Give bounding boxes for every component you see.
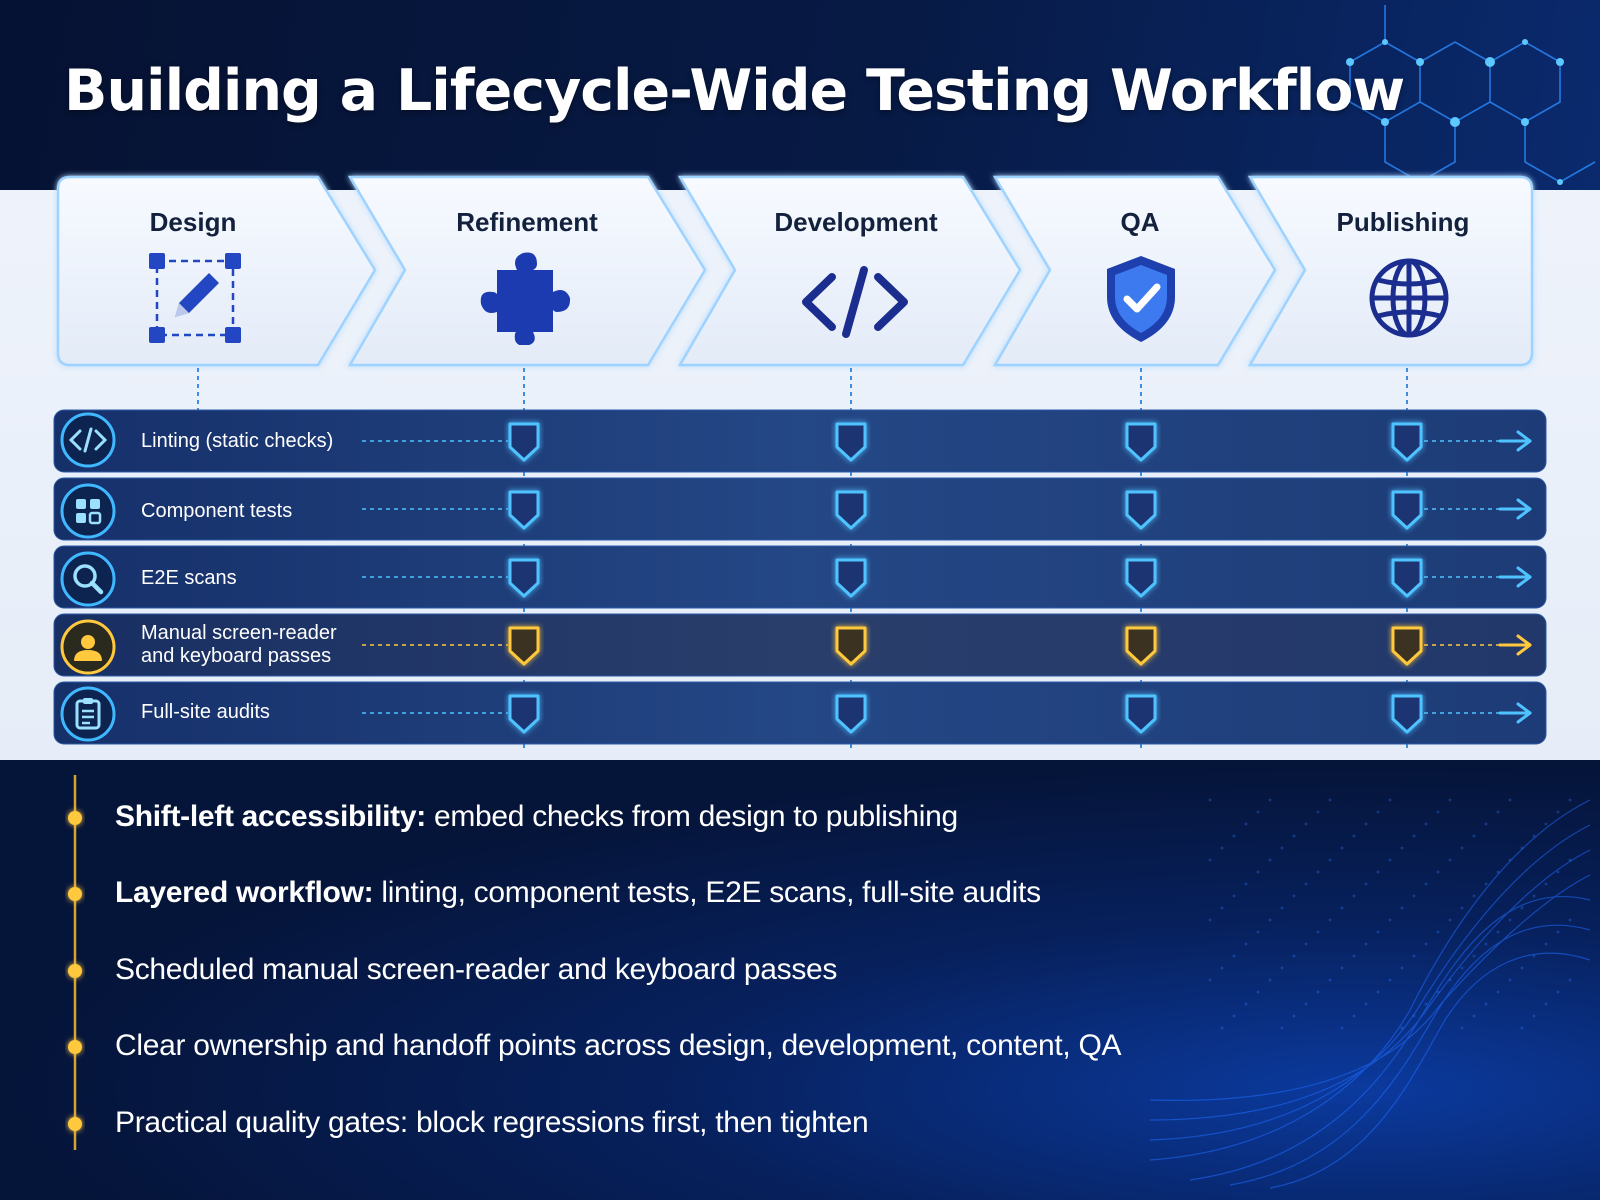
stage-label-design: Design (149, 207, 237, 237)
quality-gate-icon (835, 558, 867, 598)
shield-check-icon (1107, 256, 1175, 342)
row-label-e2e-scans: E2E scans (141, 567, 237, 589)
workflow-pipeline (53, 175, 1547, 748)
quality-gate-icon (508, 694, 540, 734)
quality-gate-icon (1125, 490, 1157, 530)
quality-gate-icon (1391, 626, 1423, 666)
test-row (53, 477, 1547, 541)
row-label-linting: Linting (static checks) (141, 430, 334, 452)
bullet-2: Layered workflow: linting, component tes… (115, 876, 1041, 909)
bullet-3: Scheduled manual screen-reader and keybo… (115, 953, 838, 986)
page-title: Building a Lifecycle-Wide Testing Workfl… (64, 58, 1405, 124)
quality-gate-icon (1125, 626, 1157, 666)
stage-label-refinement: Refinement (456, 207, 598, 237)
test-row (53, 613, 1547, 677)
quality-gate-icon (508, 558, 540, 598)
bullets-background (0, 760, 1600, 1200)
quality-gate-icon (508, 422, 540, 462)
row-icon-code-icon (60, 412, 116, 468)
row-icon-clipboard-icon (60, 686, 116, 742)
bullet-4: Clear ownership and handoff points acros… (115, 1029, 1122, 1062)
stage-chevron-design (56, 175, 377, 367)
test-row (53, 409, 1547, 473)
row-icon-magnifier-icon (60, 551, 116, 607)
test-row (53, 545, 1547, 609)
code-icon (802, 266, 908, 338)
row-label-full-site-audits: Full-site audits (141, 701, 270, 723)
quality-gate-icon (835, 626, 867, 666)
quality-gate-icon (1391, 422, 1423, 462)
stage-chevron-development (677, 175, 1022, 367)
quality-gate-icon (1125, 422, 1157, 462)
quality-gate-icon (508, 490, 540, 530)
wave-decoration (1150, 798, 1590, 1189)
quality-gate-icon (1391, 558, 1423, 598)
puzzle-icon (480, 252, 571, 345)
quality-gate-icon (1125, 558, 1157, 598)
row-icon-components-grid-icon (60, 483, 116, 539)
quality-gate-icon (1391, 694, 1423, 734)
globe-icon (1369, 258, 1449, 338)
quality-gate-icon (835, 490, 867, 530)
quality-gate-icon (1391, 490, 1423, 530)
stage-label-development: Development (774, 207, 938, 237)
quality-gate-icon (835, 422, 867, 462)
row-icon-person-icon (60, 619, 116, 675)
quality-gate-icon (1125, 694, 1157, 734)
row-label-manual-passes: Manual screen-reader and keyboard passes (141, 622, 337, 667)
bullet-1: Shift-left accessibility: embed checks f… (115, 800, 958, 833)
bullet-5: Practical quality gates: block regressio… (115, 1106, 869, 1139)
stage-label-qa: QA (1120, 207, 1160, 237)
design-edit-icon (149, 253, 241, 343)
stage-label-publishing: Publishing (1336, 207, 1470, 237)
stage-chevron-publishing (1247, 175, 1534, 367)
quality-gate-icon (508, 626, 540, 666)
quality-gate-icon (835, 694, 867, 734)
row-label-component-tests: Component tests (141, 500, 293, 522)
test-row (53, 681, 1547, 745)
